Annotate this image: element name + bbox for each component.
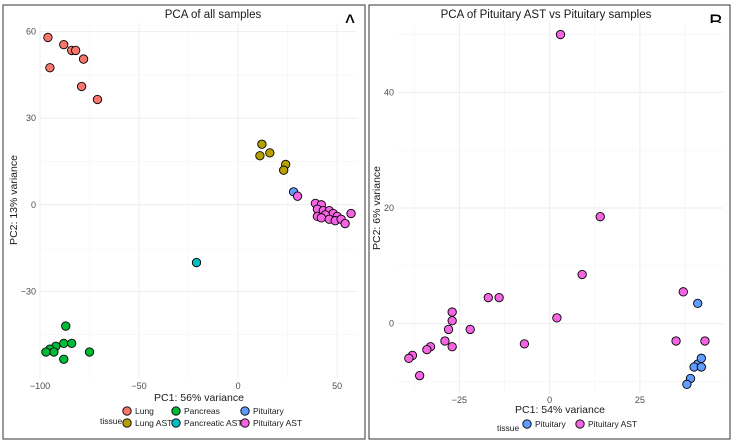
point-pituitary-ast (700, 336, 710, 346)
panel-b-legend-title: tissue (497, 423, 519, 433)
panel-b-x-ticks: −25 0 25 (452, 395, 645, 405)
point-pituitary (696, 353, 706, 363)
point-lung-ast (265, 148, 275, 158)
legend-label-lung: Lung (135, 406, 154, 416)
point-lung (71, 45, 81, 56)
point-pituitary-ast (346, 208, 356, 219)
point-lung (78, 54, 89, 64)
point-pituitary-ast (292, 191, 303, 201)
panel-a-x-axis-title: PC1: 56% variance (154, 392, 244, 404)
panel-a-y-ticks: −30 0 30 60 (21, 27, 36, 297)
panel-a-y-axis-title: PC2: 13% variance (8, 155, 20, 245)
point-pancreas (84, 347, 95, 357)
y-tick-label: 0 (31, 200, 36, 210)
point-pituitary-ast (440, 336, 450, 346)
panel-a: PCA of all samples A −100 −50 0 50 −3003060… (2, 4, 366, 440)
legend-label-pancreatic-ast: Pancreatic AST (184, 418, 243, 428)
y-tick-label: 40 (384, 87, 394, 97)
point-pituitary (696, 362, 706, 372)
legend-label-lung-ast: Lung AST (135, 418, 172, 428)
point-lung (43, 32, 53, 43)
point-pituitary-ast (443, 324, 454, 335)
point-pituitary (693, 298, 703, 309)
point-pituitary-ast (483, 292, 493, 303)
panel-a-points (41, 32, 356, 364)
panel-b-legend: tissue Pituitary Pituitary AST (497, 419, 637, 433)
y-tick-label: 30 (26, 113, 36, 123)
legend-key-pituitary (522, 419, 532, 429)
y-tick-label: −30 (21, 286, 36, 296)
legend-label-pituitary: Pituitary (535, 419, 566, 429)
point-pancreas (59, 338, 69, 349)
legend-label-pituitary-ast: Pituitary AST (253, 418, 302, 428)
point-pituitary-ast (316, 213, 326, 223)
x-tick-label: 0 (236, 381, 241, 391)
point-pancreatic-ast (191, 257, 202, 268)
point-lung (76, 81, 87, 92)
panel-b-points (404, 29, 710, 389)
point-pituitary (682, 379, 692, 389)
point-pancreas (41, 347, 51, 357)
panel-b-y-ticks: 0 20 40 (384, 87, 394, 328)
panel-a-gridlines (39, 23, 357, 378)
panel-b-x-axis-title: PC1: 54% variance (515, 404, 605, 416)
panel-b-legend-entries: Pituitary Pituitary AST (522, 419, 637, 429)
point-pituitary-ast (447, 342, 457, 352)
point-pituitary-ast (519, 339, 530, 349)
point-pituitary-ast (494, 292, 504, 303)
point-pituitary-ast (671, 336, 681, 346)
legend-label-pancreas: Pancreas (184, 406, 220, 416)
legend-key-lung-ast (122, 418, 132, 428)
point-pituitary-ast (595, 212, 605, 222)
legend-key-pancreas (171, 406, 181, 416)
x-tick-label: −25 (452, 395, 467, 405)
panel-a-legend-entries: Lung Pancreas Pituitary Lung AST Pancreatic … (122, 406, 302, 428)
legend-key-pituitary (240, 406, 250, 416)
legend-key-lung (122, 406, 132, 416)
point-pancreas (67, 338, 77, 349)
point-lung (59, 39, 69, 50)
x-tick-label: −50 (131, 381, 146, 391)
x-tick-label: 50 (332, 381, 342, 391)
legend-label-pituitary: Pituitary (253, 406, 284, 416)
point-pituitary-ast (447, 307, 457, 317)
point-pituitary-ast (422, 344, 432, 355)
point-pituitary-ast (552, 313, 562, 323)
legend-key-pituitary-ast (240, 418, 250, 428)
panel-b-y-axis-title: PC2: 6% variance (371, 166, 383, 250)
point-lung (92, 94, 103, 105)
legend-label-pituitary-ast: Pituitary AST (588, 419, 637, 429)
point-pancreas (49, 347, 59, 357)
legend-key-pancreatic-ast (171, 418, 181, 428)
panel-a-plot-area (40, 23, 357, 378)
point-lung-ast (279, 165, 289, 175)
point-pituitary-ast (577, 269, 587, 280)
point-pancreas (61, 321, 71, 331)
legend-key-pituitary-ast (575, 419, 585, 429)
point-lung (45, 63, 55, 73)
point-lung-ast (255, 151, 265, 161)
x-tick-label: −100 (30, 381, 50, 391)
y-tick-label: 20 (384, 203, 394, 213)
point-pituitary-ast (340, 218, 350, 229)
point-pancreas (59, 354, 69, 364)
panel-b-title: PCA of Pituitary AST vs Pituitary sample… (441, 9, 652, 21)
x-tick-label: 0 (547, 395, 552, 405)
point-pituitary-ast (415, 371, 425, 381)
panel-a-legend-title: tissue (100, 416, 122, 426)
panel-a-title: PCA of all samples (165, 9, 262, 21)
point-lung-ast (257, 139, 267, 149)
point-pituitary-ast (404, 353, 414, 363)
point-pituitary-ast (465, 324, 475, 335)
y-tick-label: 60 (26, 27, 36, 37)
panel-a-legend: tissue Lung Pancreas Pituitary Lung AST Panc… (100, 406, 302, 428)
x-tick-label: 25 (635, 395, 645, 405)
point-pituitary-ast (678, 287, 688, 297)
panel-b: PCA of Pituitary AST vs Pituitary sample… (368, 4, 731, 440)
panel-a-x-ticks: −100 −50 0 50 (30, 381, 342, 391)
point-pituitary-ast (447, 316, 457, 326)
point-pituitary-ast (555, 29, 566, 40)
y-tick-label: 0 (389, 319, 394, 329)
